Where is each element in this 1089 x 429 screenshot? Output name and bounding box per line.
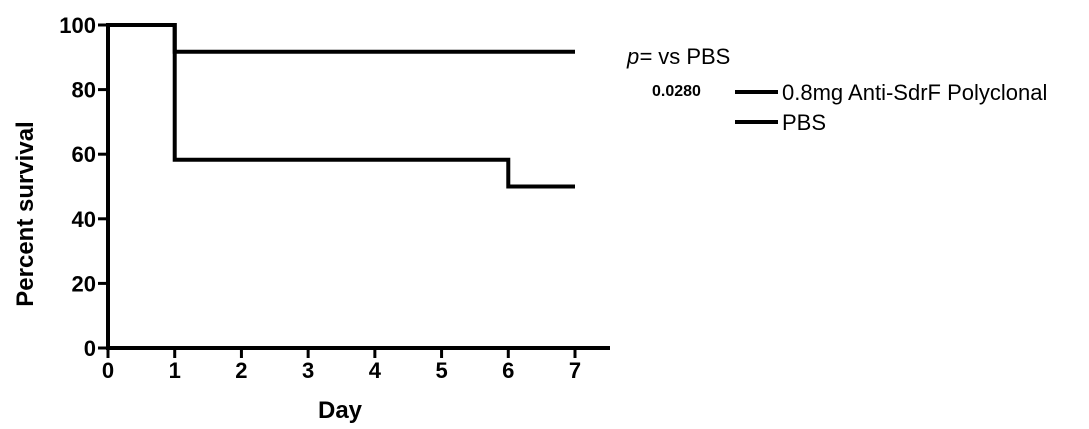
legend-header-rest: vs PBS [652,44,730,69]
y-tick-label: 60 [72,142,96,167]
y-tick-label: 0 [84,336,96,361]
series-line-0 [108,23,575,54]
y-tick-label: 40 [72,207,96,232]
y-tick-label: 100 [59,13,96,38]
x-axis-title: Day [318,397,363,424]
x-tick-label: 4 [369,358,382,383]
legend-label: PBS [782,110,826,135]
y-tick-label: 20 [72,271,96,296]
x-tick-label: 2 [235,358,247,383]
x-ticks: 0 1 2 3 4 5 6 7 [102,348,581,383]
x-tick-label: 7 [569,358,581,383]
legend-p-value: 0.0280 [652,83,701,100]
y-ticks: 0 20 40 60 80 100 [59,13,108,361]
x-tick-label: 3 [302,358,314,383]
y-tick-label: 80 [72,78,96,103]
axes [106,23,610,350]
plot-area [108,23,575,189]
y-axis-title: Percent survival [12,121,39,306]
legend-header: p= vs PBS [626,44,730,69]
x-tick-label: 1 [169,358,181,383]
legend-label: 0.8mg Anti-SdrF Polyclonal [782,80,1047,105]
legend-header-p: p= [626,44,652,69]
x-tick-label: 0 [102,358,114,383]
x-tick-label: 5 [435,358,447,383]
legend: p= vs PBS 0.0280 0.8mg Anti-SdrF Polyclon… [626,44,1047,135]
series-line-1 [108,23,575,189]
x-tick-label: 6 [502,358,514,383]
